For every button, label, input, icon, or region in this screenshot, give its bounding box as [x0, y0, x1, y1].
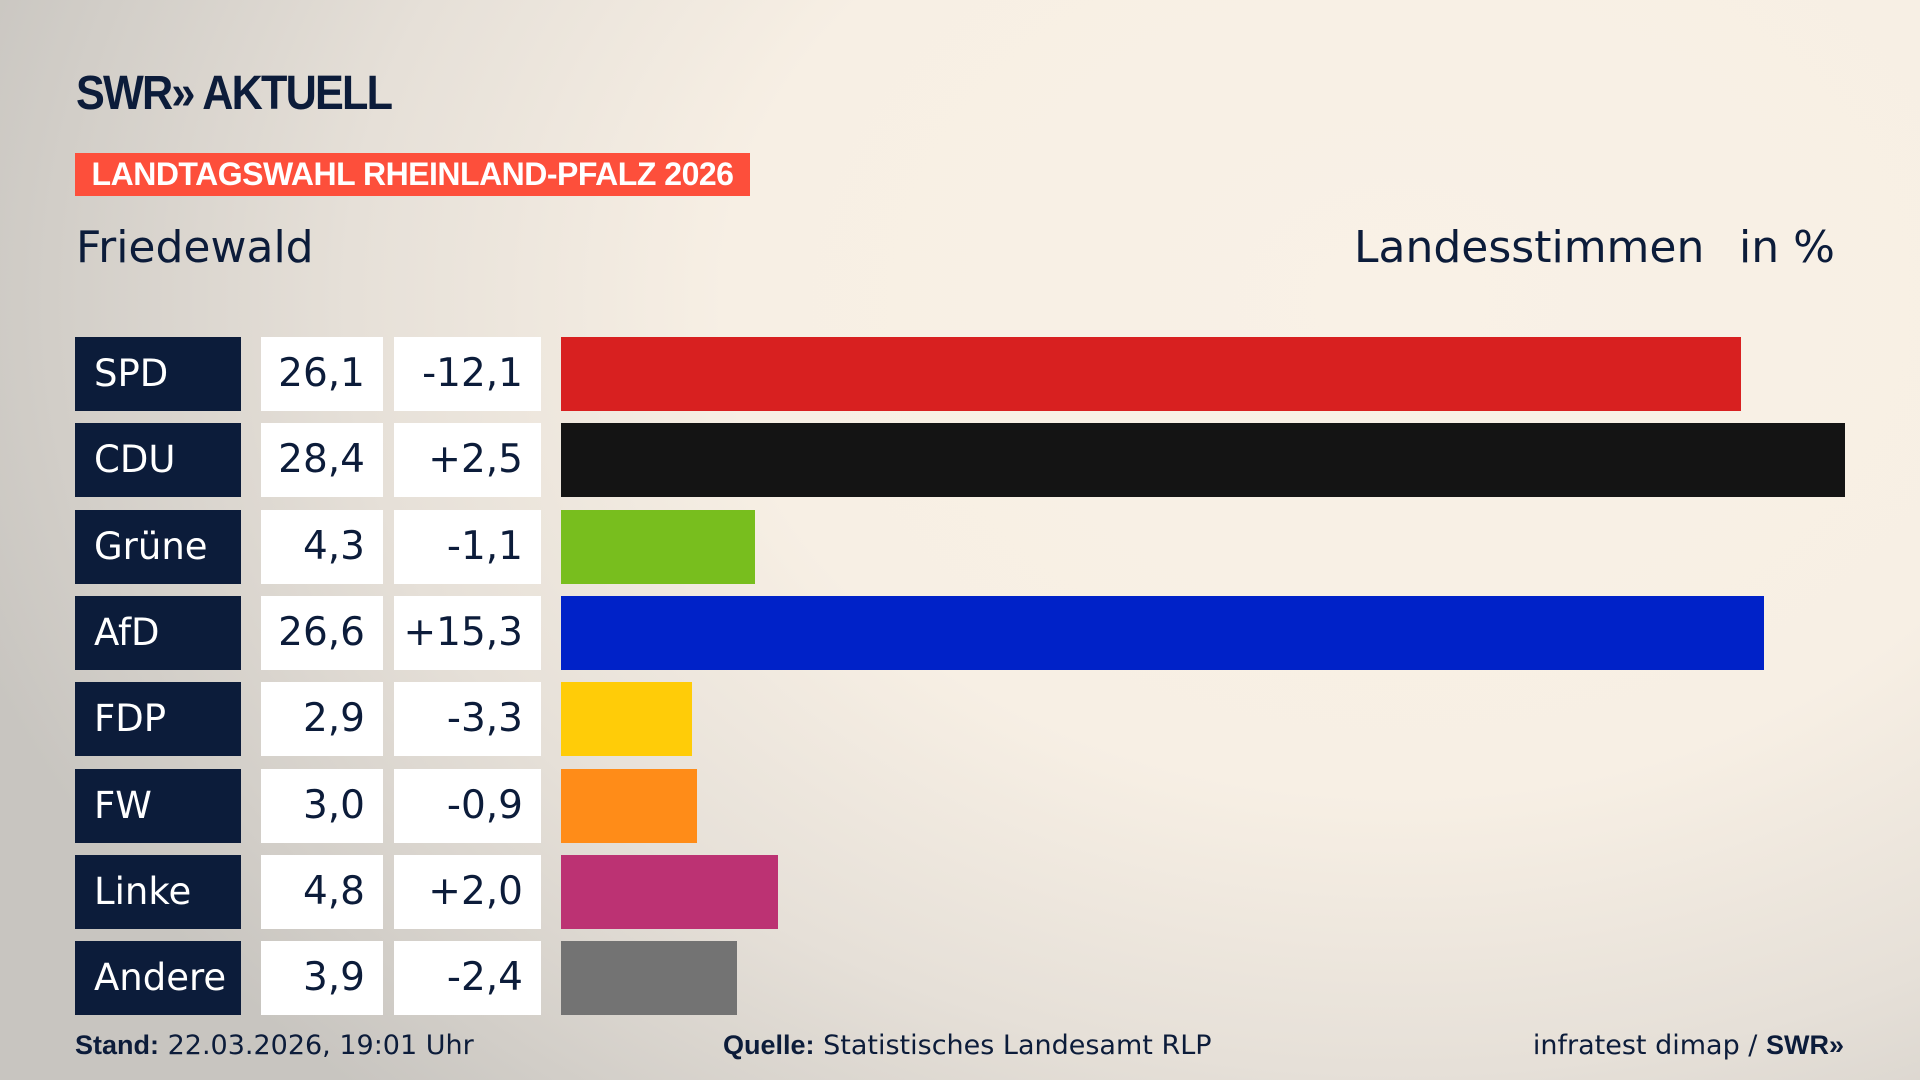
result-row: AfD 26,6 +15,3: [0, 595, 1920, 670]
swr-logo: SWR»: [1765, 1030, 1844, 1060]
result-row: Andere 3,9 -2,4: [0, 941, 1920, 1016]
credit: infratest dimap / SWR»: [1533, 1030, 1844, 1061]
bar-spd: [561, 337, 1741, 411]
party-label: CDU: [75, 423, 241, 498]
vote-share: 4,3: [261, 509, 383, 584]
party-label: Grüne: [75, 509, 241, 584]
vote-share: 4,8: [261, 854, 383, 929]
vote-change: -2,4: [394, 941, 541, 1016]
timestamp: Stand: 22.03.2026, 19:01 Uhr: [75, 1030, 474, 1061]
swr-aktuell-logo: SWR» AKTUELL: [76, 66, 393, 120]
bar-afd: [561, 595, 1764, 670]
unit-label: in %: [1739, 222, 1835, 273]
bar-cdu: [561, 423, 1845, 498]
source: Quelle: Statistisches Landesamt RLP: [723, 1030, 1212, 1061]
result-row: CDU 28,4 +2,5: [0, 423, 1920, 498]
vote-change: -12,1: [394, 337, 541, 411]
result-row: SPD 26,1 -12,1: [0, 337, 1920, 411]
vote-share: 3,0: [261, 768, 383, 843]
source-value: Statistisches Landesamt RLP: [814, 1030, 1212, 1061]
vote-change: -3,3: [394, 682, 541, 757]
vote-share: 26,1: [261, 337, 383, 411]
vote-change: +2,0: [394, 854, 541, 929]
credit-text: infratest dimap /: [1532, 1030, 1766, 1061]
bar-linke: [561, 854, 778, 929]
election-banner: LANDTAGSWAHL RHEINLAND-PFALZ 2026: [75, 153, 750, 196]
vote-change: -0,9: [394, 768, 541, 843]
vote-change: -1,1: [394, 509, 541, 584]
vote-change: +2,5: [394, 423, 541, 498]
party-label: Andere: [75, 941, 241, 1016]
party-label: FDP: [75, 682, 241, 757]
result-row: Grüne 4,3 -1,1: [0, 509, 1920, 584]
vote-change: +15,3: [394, 595, 541, 670]
result-row: Linke 4,8 +2,0: [0, 854, 1920, 929]
vote-share: 2,9: [261, 682, 383, 757]
bar-fdp: [561, 682, 693, 757]
stand-value: 22.03.2026, 19:01 Uhr: [159, 1030, 474, 1061]
bar-andere: [561, 941, 738, 1016]
source-label: Quelle:: [723, 1030, 815, 1060]
party-label: FW: [75, 768, 241, 843]
party-label: SPD: [75, 337, 241, 411]
location-title: Friedewald: [76, 222, 314, 273]
result-row: FW 3,0 -0,9: [0, 768, 1920, 843]
vote-share: 26,6: [261, 595, 383, 670]
measure-label: Landesstimmen: [1354, 222, 1705, 273]
party-label: AfD: [75, 595, 241, 670]
vote-share: 28,4: [261, 423, 383, 498]
result-row: FDP 2,9 -3,3: [0, 682, 1920, 757]
party-label: Linke: [75, 854, 241, 929]
bar-fw: [561, 768, 697, 843]
bar-grüne: [561, 509, 756, 584]
vote-share: 3,9: [261, 941, 383, 1016]
stand-label: Stand:: [75, 1030, 159, 1060]
